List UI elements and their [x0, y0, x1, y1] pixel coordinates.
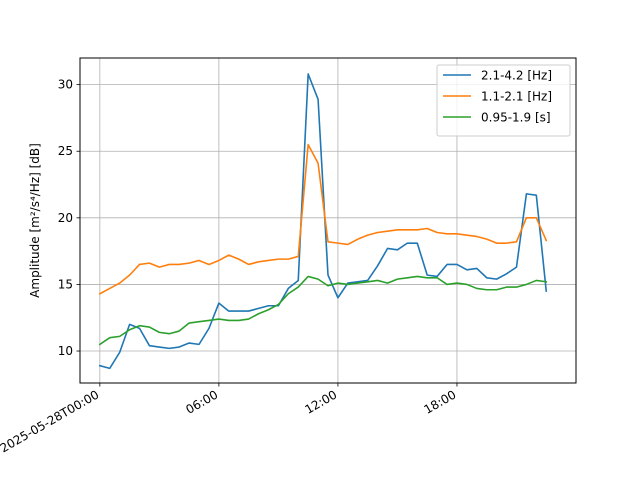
y-axis-label: Amplitude [m²/s⁴/Hz] [dB]	[28, 143, 42, 298]
plot-frame	[79, 57, 577, 384]
legend-label: 0.95-1.9 [s]	[481, 111, 551, 125]
series-line-2	[98, 143, 548, 295]
y-tick-label: 15	[58, 277, 73, 291]
legend-label: 2.1-4.2 [Hz]	[481, 69, 552, 83]
y-tick-label: 30	[58, 78, 73, 92]
series-lines	[98, 73, 548, 370]
legend: 2.1-4.2 [Hz] 1.1-2.1 [Hz] 0.95-1.9 [s]	[436, 64, 571, 137]
legend-label: 1.1-2.1 [Hz]	[481, 90, 552, 104]
legend-box	[436, 64, 571, 137]
y-tick-label: 10	[58, 344, 73, 358]
y-tick-label: 25	[58, 144, 73, 158]
series-line-1	[98, 73, 548, 370]
series-line-3	[98, 275, 548, 346]
y-tick-label: 20	[58, 211, 73, 225]
